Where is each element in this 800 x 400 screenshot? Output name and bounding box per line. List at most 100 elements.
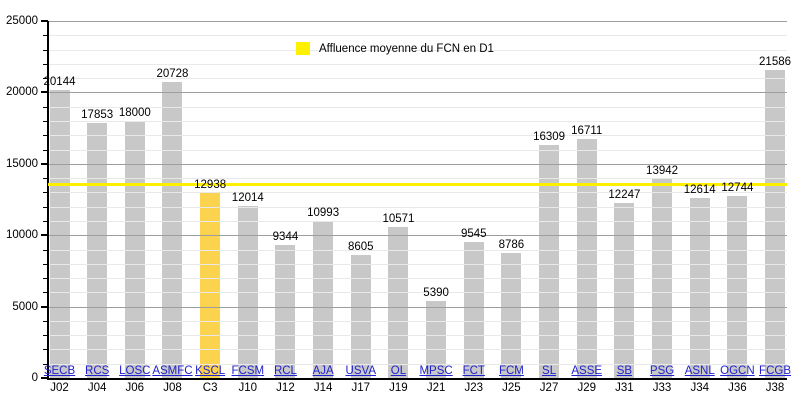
- y-axis-label: 20000: [6, 86, 38, 99]
- team-link[interactable]: LOSC: [119, 365, 151, 377]
- y-axis-tick: [43, 349, 48, 351]
- y-axis-tick: [43, 149, 48, 151]
- team-link[interactable]: KSCL: [195, 365, 226, 377]
- team-link[interactable]: SB: [616, 365, 633, 377]
- y-axis-tick: [41, 377, 48, 379]
- minor-gridline: [48, 249, 787, 251]
- minor-gridline: [48, 263, 787, 265]
- bar-value-label: 5390: [423, 287, 449, 299]
- bar: [350, 255, 371, 378]
- bar-value-label: 16711: [571, 125, 603, 138]
- bar: [313, 221, 334, 378]
- minor-gridline: [48, 335, 787, 337]
- bar-value-label: 9545: [460, 227, 487, 240]
- bar-value-label: 9344: [272, 230, 299, 243]
- bar: [162, 82, 183, 378]
- team-link[interactable]: FCM: [498, 365, 524, 377]
- minor-gridline: [48, 121, 787, 122]
- matchday-label: J08: [163, 382, 182, 394]
- minor-gridline: [48, 49, 787, 51]
- y-axis-tick: [41, 20, 48, 22]
- y-axis-label: 25000: [6, 15, 38, 27]
- bar-value-label: 12247: [608, 189, 641, 202]
- team-link[interactable]: RCS: [85, 365, 110, 377]
- matchday-label: J29: [577, 382, 597, 394]
- matchday-label: J33: [652, 382, 672, 394]
- matchday-label: J19: [389, 382, 408, 394]
- y-axis-tick: [43, 278, 48, 279]
- team-link[interactable]: ASSE: [571, 365, 603, 377]
- team-link[interactable]: OL: [390, 365, 407, 377]
- matchday-label: C3: [202, 382, 218, 394]
- team-link[interactable]: ASMFC: [152, 365, 193, 377]
- bar: [426, 301, 447, 378]
- matchday-label: J38: [765, 382, 785, 394]
- bar: [237, 206, 258, 378]
- matchday-label: J10: [238, 382, 258, 394]
- team-link[interactable]: FCSM: [231, 365, 265, 377]
- matchday-label: J06: [125, 382, 145, 394]
- y-axis-tick: [41, 162, 48, 165]
- team-link[interactable]: MPSC: [419, 365, 453, 377]
- bar: [49, 90, 70, 378]
- legend: Affluence moyenne du FCN en D1: [296, 42, 494, 55]
- minor-gridline: [48, 178, 787, 180]
- matchday-label: J34: [690, 382, 709, 394]
- bar-value-label: 18000: [118, 107, 151, 119]
- y-axis-tick: [43, 292, 48, 294]
- legend-swatch: [296, 42, 310, 55]
- bar-value-label: 20144: [43, 76, 76, 89]
- y-axis-tick: [43, 206, 48, 208]
- team-link[interactable]: FCGB: [759, 365, 792, 377]
- major-gridline: [48, 92, 787, 94]
- team-link[interactable]: ASNL: [684, 365, 715, 377]
- bar-value-label: 12014: [231, 192, 264, 205]
- minor-gridline: [48, 278, 787, 279]
- team-link[interactable]: FCT: [462, 365, 485, 377]
- minor-gridline: [48, 363, 787, 365]
- bar: [614, 203, 635, 378]
- bar-value-label: 16309: [533, 131, 566, 144]
- highlight-bar: [200, 193, 221, 378]
- y-axis-tick: [41, 305, 48, 308]
- minor-gridline: [48, 135, 787, 137]
- minor-gridline: [48, 320, 787, 322]
- legend-label: Affluence moyenne du FCN en D1: [319, 42, 494, 55]
- bar: [576, 139, 597, 378]
- team-link[interactable]: OGCN: [720, 365, 755, 377]
- y-axis-tick: [41, 91, 48, 94]
- minor-gridline: [48, 35, 787, 37]
- team-link[interactable]: SL: [542, 365, 557, 377]
- y-axis-tick: [43, 178, 48, 180]
- bar-value-label: 12938: [194, 179, 227, 192]
- minor-gridline: [48, 78, 787, 80]
- minor-gridline: [48, 220, 787, 222]
- bar: [689, 197, 710, 378]
- team-link[interactable]: SECB: [43, 365, 76, 377]
- y-axis-tick: [43, 49, 48, 51]
- team-link[interactable]: RCL: [273, 365, 297, 377]
- matchday-label: J17: [351, 382, 371, 394]
- bar: [275, 244, 296, 378]
- y-axis-label: 0: [31, 372, 38, 384]
- bar-value-label: 20728: [156, 68, 189, 80]
- bar: [463, 241, 484, 378]
- y-axis-tick: [43, 249, 48, 251]
- team-link[interactable]: USVA: [345, 365, 376, 377]
- major-gridline: [48, 21, 787, 22]
- bar: [727, 196, 748, 378]
- matchday-label: J31: [615, 382, 634, 394]
- team-link[interactable]: PSG: [649, 365, 675, 377]
- minor-gridline: [48, 106, 787, 108]
- major-gridline: [48, 163, 787, 165]
- team-link[interactable]: AJA: [312, 365, 334, 377]
- y-axis-label: 10000: [6, 229, 38, 242]
- minor-gridline: [48, 349, 787, 351]
- matchday-label: J27: [539, 382, 559, 394]
- y-axis-label: 5000: [12, 300, 38, 313]
- bar-value-label: 10571: [382, 213, 415, 225]
- bar: [765, 69, 786, 378]
- average-line: [48, 183, 787, 186]
- bar-value-label: 8786: [498, 238, 525, 251]
